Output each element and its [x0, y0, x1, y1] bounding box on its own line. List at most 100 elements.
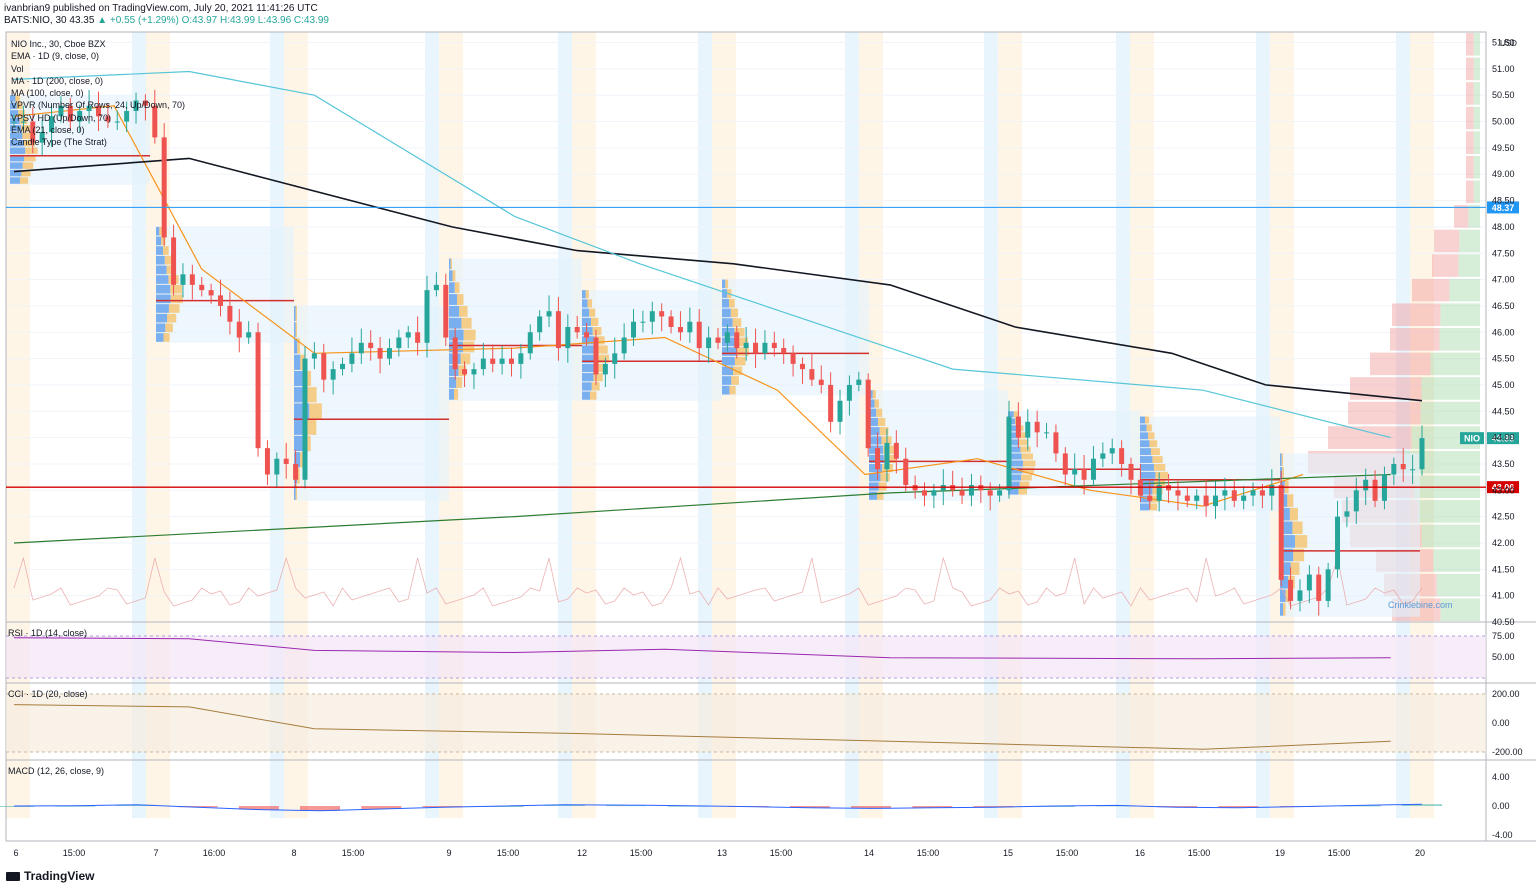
candle-body — [283, 458, 289, 464]
legend-title[interactable]: NIO Inc., 30, Cboe BZX — [11, 39, 106, 49]
horizontal-lines[interactable]: 48.37 43.06 43.99 NIO — [6, 201, 1519, 494]
session-profile-down — [734, 356, 746, 366]
candle-body — [1053, 432, 1059, 454]
legend-vol[interactable]: Vol — [11, 63, 24, 74]
time-tick-label: 20 — [1415, 848, 1425, 858]
time-tick-label: 15:00 — [1328, 848, 1351, 858]
cci-tick-label: 200.00 — [1492, 689, 1520, 699]
legend-vpvr[interactable]: VPVR (Number Of Rows, 24, Up/Down, 70) — [11, 100, 186, 111]
premarket-band — [1410, 32, 1434, 818]
price-tick-label: 41.00 — [1492, 591, 1515, 601]
macd-histogram-bar — [238, 806, 279, 810]
session-profile-up — [1280, 453, 1282, 467]
candle-body — [1006, 416, 1012, 491]
session-profile-down — [297, 468, 300, 484]
session-profile-up — [722, 385, 730, 395]
candle-body — [865, 379, 871, 449]
cci-label[interactable]: CCI · 1D (20, close) — [8, 689, 88, 699]
session-profile-down — [1020, 446, 1031, 453]
price-tick-label: 49.00 — [1492, 169, 1515, 179]
session-profile-up — [582, 299, 588, 308]
session-profile-down — [22, 162, 34, 169]
sub-panes: 75.00 50.00 200.00 0.00 -200.00 4.00 0.00 -4.00 — [0, 631, 1523, 840]
time-tick-label: 15:00 — [770, 848, 793, 858]
legend-ema9[interactable]: EMA · 1D (9, close, 0) — [11, 51, 100, 62]
legend-candle-type[interactable]: Candle Type (The Strat) — [11, 137, 107, 148]
session-profile-down — [1281, 453, 1283, 467]
candle-body — [1109, 448, 1115, 454]
price-tick-label: 44.00 — [1492, 433, 1515, 443]
session-profile-up — [449, 305, 460, 317]
session-profile-up — [1008, 439, 1020, 446]
price-tick-label: 45.50 — [1492, 354, 1515, 364]
session-profile-up — [10, 102, 17, 110]
session-profile-up — [294, 305, 296, 322]
session-profile-up — [1140, 456, 1153, 463]
macd-label[interactable]: MACD (12, 26, close, 9) — [8, 766, 105, 776]
time-axis[interactable]: 6 15:00 7 16:00 8 15:00 9 15:00 12 15:00 13 15:00 14… — [13, 848, 1425, 858]
session-profile-up — [156, 313, 168, 323]
legend-ma100[interactable]: MA (100, close, 0) — [11, 88, 84, 99]
symbol[interactable]: BATS:NIO, 30 — [4, 15, 67, 26]
volume-series — [13, 556, 1423, 607]
vpvr-down-row — [1434, 229, 1460, 253]
session-profile-down — [590, 317, 599, 326]
price-axis[interactable]: 51.50 51.00 50.50 50.00 49.50 49.00 48.50 48.00… — [1492, 38, 1517, 627]
vpvr-up-row — [1433, 549, 1480, 572]
candle-body — [1231, 490, 1237, 501]
candle-body — [677, 327, 683, 333]
price-tick-label: 42.00 — [1492, 538, 1515, 548]
ma100-line — [13, 70, 1391, 439]
candle-body — [293, 463, 299, 480]
session-profile-down — [162, 246, 169, 255]
candle-body — [302, 358, 308, 480]
session-profile-down — [877, 417, 886, 427]
price-tick-label: 48.00 — [1492, 222, 1515, 232]
candle-body — [1119, 448, 1125, 464]
vpvr-down-row — [1370, 352, 1431, 376]
session-profile-up — [869, 436, 882, 445]
candle-body — [659, 311, 665, 317]
ohlc: O:43.97 H:43.99 L:43.96 C:43.99 — [181, 15, 329, 26]
session-profile-up — [10, 154, 25, 162]
candle-body — [837, 400, 843, 422]
macd-histogram-bar — [606, 805, 647, 807]
vpvr-up-row — [1459, 229, 1480, 253]
candle-body — [86, 105, 92, 112]
legend-vpsv[interactable]: VPSV HD (Up/Down, 70) — [11, 112, 112, 123]
tag-last-price: 43.99 — [1492, 434, 1515, 444]
session-profile-down — [452, 270, 456, 282]
session-profile-up — [582, 354, 597, 363]
vpvr-up-row — [1421, 524, 1480, 548]
session-profile-up — [1140, 471, 1156, 479]
candle-body — [152, 105, 158, 138]
change: ▲ +0.55 (+1.29%) — [97, 15, 179, 26]
candle-body — [987, 490, 993, 496]
footer-text: TradingView — [24, 869, 95, 883]
rsi-label[interactable]: RSI · 1D (14, close) — [8, 628, 88, 638]
session-profile-down — [591, 382, 600, 391]
candle-body — [77, 111, 83, 122]
session-profile-down — [1017, 432, 1026, 439]
candle-body — [1025, 421, 1031, 438]
ema9-line — [13, 105, 1304, 507]
footer-logo[interactable]: TradingView — [6, 869, 94, 883]
candle-body — [668, 316, 674, 327]
candle-body — [358, 342, 364, 354]
candle-body — [1400, 463, 1406, 470]
session-profile-up — [1280, 603, 1284, 616]
session-profile-up — [10, 125, 22, 132]
session-profile-down — [589, 308, 596, 317]
session-profile-down — [25, 147, 38, 154]
legend-ma200[interactable]: MA · 1D (200, close, 0) — [11, 75, 104, 86]
candle-body — [274, 458, 280, 475]
legend-ema21[interactable]: EMA (21, close, 0) — [11, 125, 85, 136]
session-profile-up — [294, 435, 304, 452]
session-profile-down — [1294, 535, 1308, 548]
vpvr-down-row — [1412, 278, 1450, 302]
session-profile-up — [449, 282, 455, 294]
session-profile-down — [1287, 494, 1294, 507]
session-profile-up — [1008, 488, 1019, 495]
session-profile-down — [736, 347, 749, 356]
